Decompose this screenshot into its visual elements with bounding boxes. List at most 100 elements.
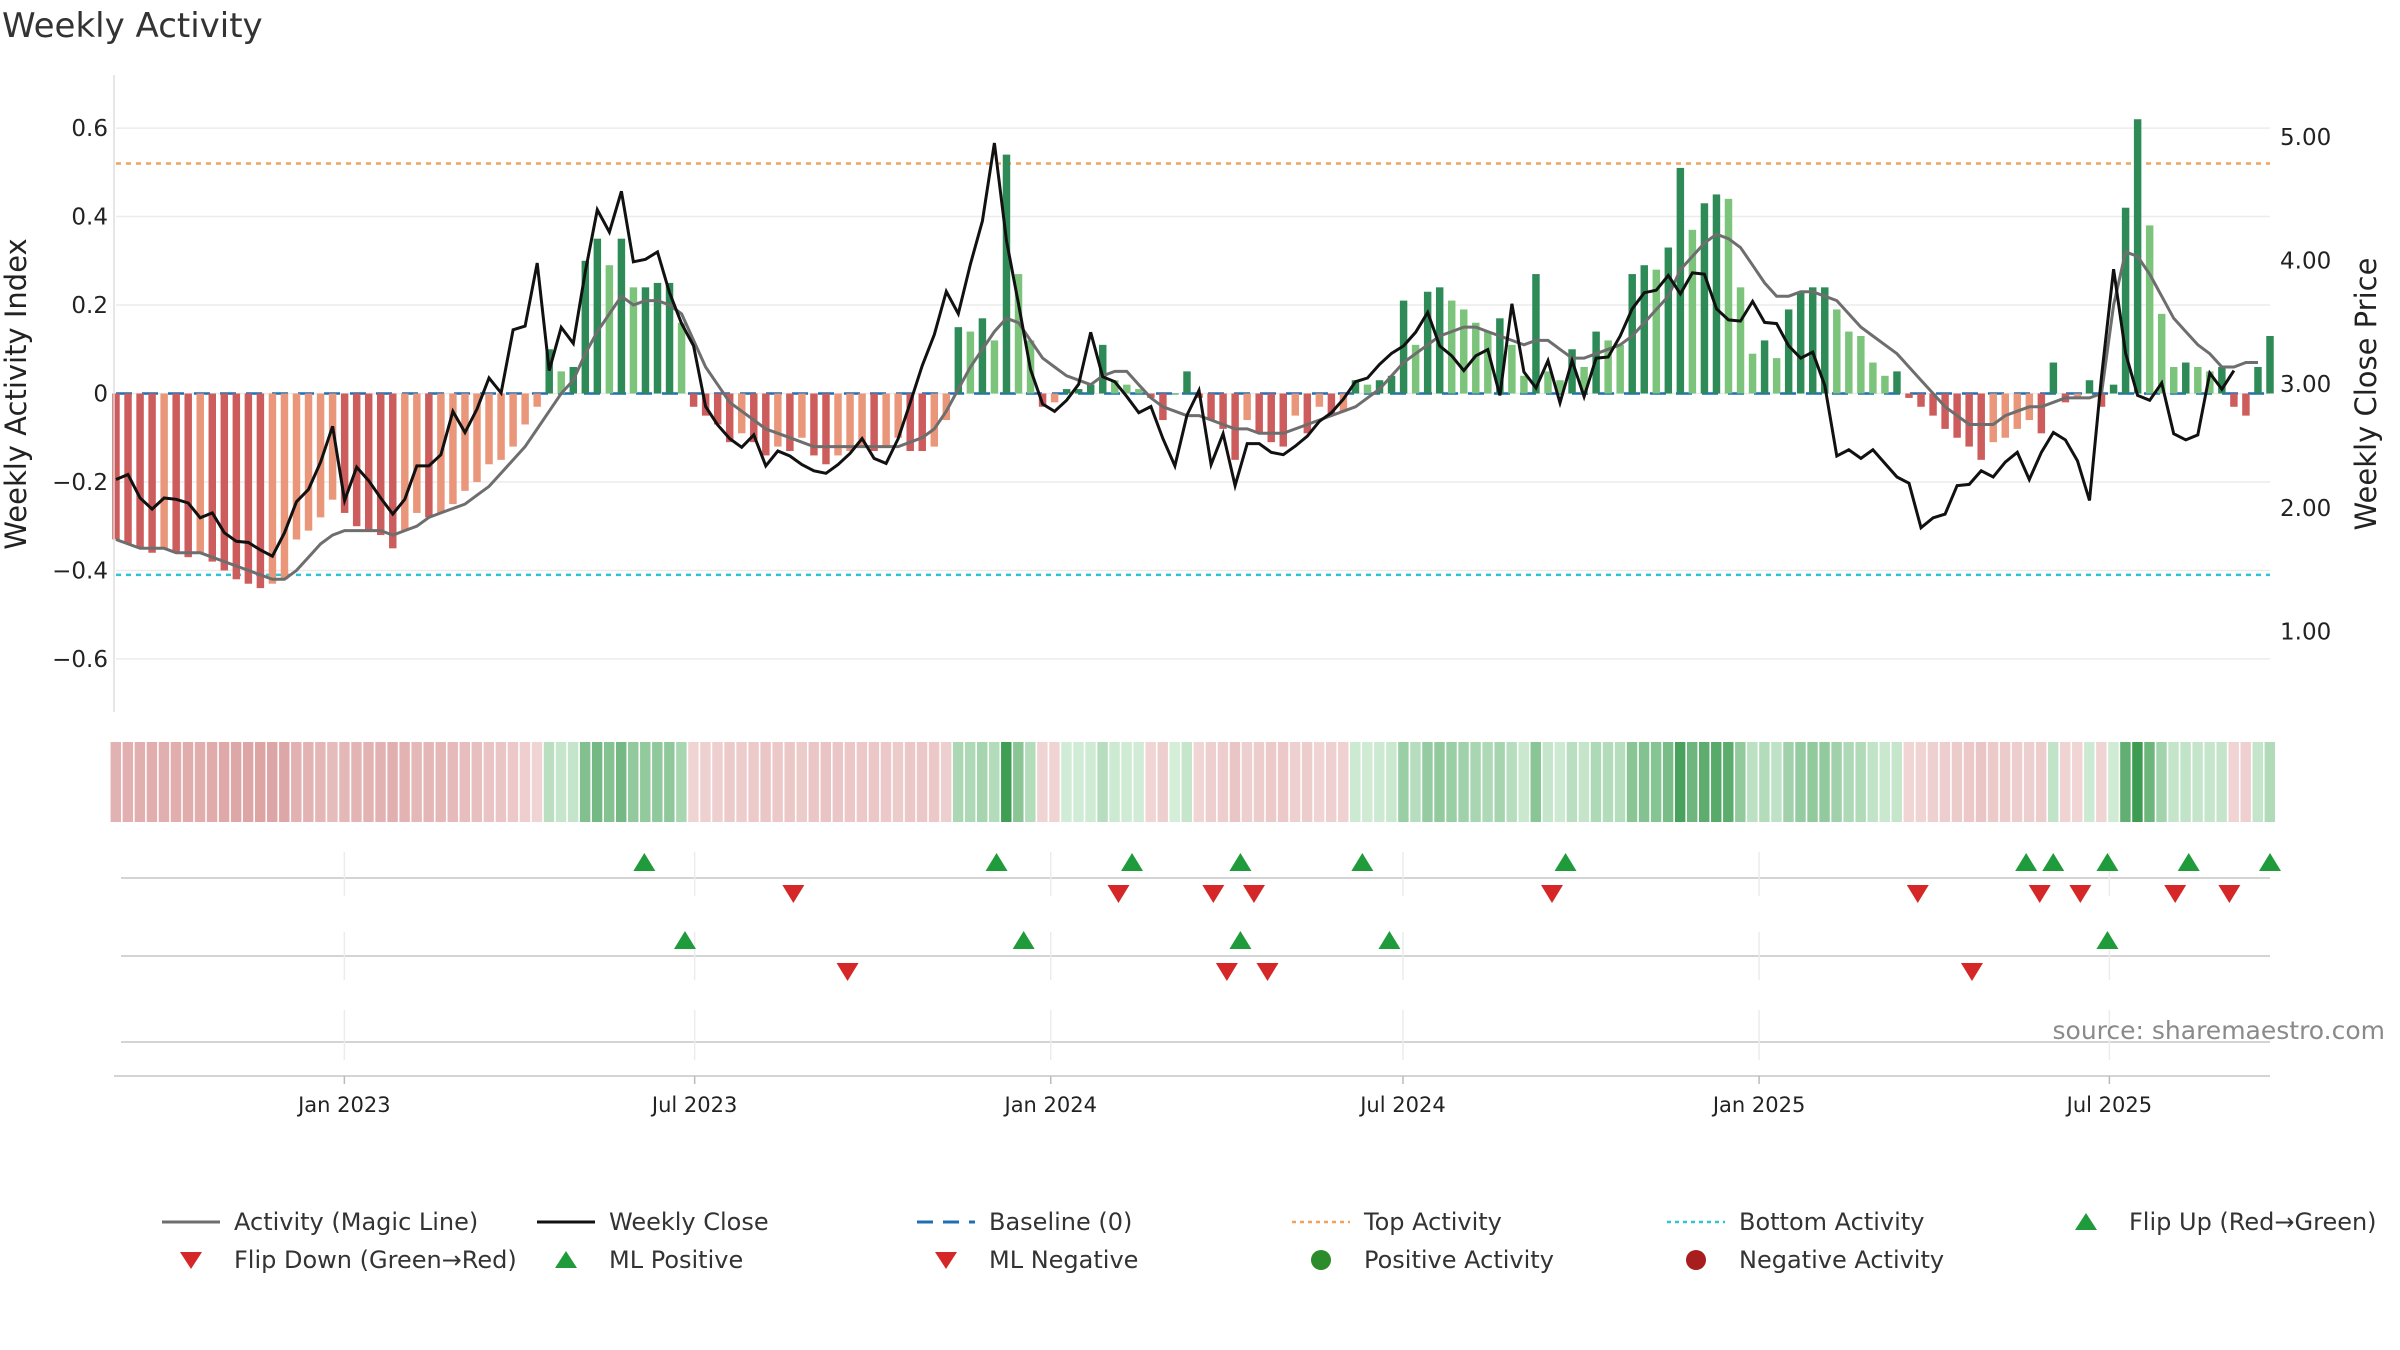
y2-tick-label: 3.00 bbox=[2280, 372, 2331, 398]
flip-down-marker bbox=[1107, 885, 1130, 903]
activity-bar bbox=[1676, 167, 1685, 394]
heat-cell bbox=[2084, 742, 2095, 822]
y2-tick-label: 4.00 bbox=[2280, 249, 2331, 275]
date-tick-label: Jul 2025 bbox=[2065, 1093, 2152, 1117]
heat-cell bbox=[315, 742, 326, 822]
heat-cell bbox=[363, 742, 374, 822]
heat-cell bbox=[772, 742, 783, 822]
heat-cell bbox=[279, 742, 290, 822]
heat-cell bbox=[327, 742, 338, 822]
heat-cell bbox=[820, 742, 831, 822]
activity-bar bbox=[978, 318, 987, 394]
activity-bar bbox=[738, 393, 746, 434]
heat-cell bbox=[1759, 742, 1770, 822]
activity-bar bbox=[1616, 344, 1624, 394]
legend-label: Weekly Close bbox=[609, 1208, 769, 1236]
heat-cell bbox=[1626, 742, 1638, 822]
activity-bar bbox=[894, 393, 902, 438]
heat-cell bbox=[1638, 742, 1650, 822]
activity-bar bbox=[220, 393, 229, 571]
activity-bar bbox=[1821, 287, 1829, 394]
activity-bar bbox=[1074, 389, 1083, 394]
activity-bar bbox=[641, 287, 650, 394]
activity-bar bbox=[2242, 393, 2250, 416]
flip-down-marker bbox=[1906, 885, 1929, 903]
activity-bar bbox=[1351, 380, 1360, 394]
activity-bar bbox=[2266, 335, 2274, 394]
legend-label: Top Activity bbox=[1364, 1208, 1502, 1236]
heat-cell bbox=[2035, 742, 2047, 822]
activity-bar bbox=[1496, 318, 1504, 394]
ml-positive-marker bbox=[1012, 931, 1035, 949]
triangle-down-icon bbox=[935, 1252, 957, 1269]
ml-negative-marker bbox=[1256, 963, 1279, 981]
activity-bar bbox=[1556, 380, 1564, 394]
activity-bar bbox=[1387, 375, 1396, 394]
y-tick-label: −0.6 bbox=[52, 647, 108, 673]
activity-bar bbox=[1267, 393, 1275, 443]
heat-cell bbox=[1686, 742, 1698, 822]
heat-cell bbox=[1915, 742, 1927, 822]
y2-tick-label: 1.00 bbox=[2280, 620, 2331, 646]
heat-cell bbox=[952, 742, 964, 822]
heat-cell bbox=[1795, 742, 1806, 822]
activity-bar bbox=[2097, 393, 2106, 407]
activity-bar bbox=[2254, 366, 2262, 394]
activity-bar bbox=[1303, 393, 1312, 434]
legend-item: ML Negative bbox=[915, 1246, 1138, 1274]
activity-bar bbox=[413, 393, 421, 513]
heat-cell bbox=[1205, 742, 1217, 822]
heat-cell bbox=[423, 742, 434, 822]
heat-cell bbox=[2192, 742, 2203, 822]
heat-cell bbox=[2264, 742, 2276, 822]
heat-cell bbox=[1241, 742, 1253, 822]
legend: Activity (Magic Line) Weekly Close Baselin… bbox=[160, 1208, 2400, 1288]
activity-bar bbox=[870, 393, 878, 452]
activity-bar bbox=[1002, 154, 1011, 394]
activity-bar bbox=[1724, 198, 1733, 394]
activity-bar bbox=[689, 393, 698, 407]
date-tick-label: Jul 2023 bbox=[650, 1093, 737, 1117]
heat-cell bbox=[2168, 742, 2179, 822]
legend-item: Flip Up (Red→Green) bbox=[2055, 1208, 2377, 1236]
legend-item: ML Positive bbox=[535, 1246, 743, 1274]
activity-bar bbox=[774, 393, 782, 447]
heat-cell bbox=[1783, 742, 1794, 822]
activity-bar bbox=[822, 393, 830, 465]
activity-bar bbox=[377, 393, 385, 536]
ml-positive-marker bbox=[673, 931, 696, 949]
heat-cell bbox=[1939, 742, 1951, 822]
heat-cell bbox=[989, 742, 1000, 822]
activity-bar bbox=[557, 371, 565, 394]
activity-bar bbox=[1327, 393, 1336, 416]
ml-positive-marker bbox=[1229, 931, 1252, 949]
activity-bar bbox=[1748, 353, 1757, 394]
ml-positive-marker bbox=[2096, 931, 2119, 949]
heat-cell bbox=[194, 742, 206, 822]
activity-bar bbox=[1833, 309, 1841, 394]
heat-cell bbox=[1674, 742, 1686, 822]
activity-bar bbox=[401, 393, 409, 531]
heat-cell bbox=[652, 742, 663, 822]
activity-bar bbox=[1339, 393, 1348, 412]
heat-cell bbox=[1398, 742, 1409, 822]
activity-bar bbox=[2230, 393, 2238, 407]
flip-down-marker bbox=[1541, 885, 1563, 903]
activity-bar bbox=[1881, 375, 1889, 394]
activity-bar bbox=[798, 393, 806, 438]
flip-up-marker bbox=[2042, 853, 2065, 871]
legend-label: Negative Activity bbox=[1739, 1246, 1945, 1274]
activity-bar bbox=[160, 393, 168, 549]
heat-cell bbox=[254, 742, 266, 822]
heat-cell bbox=[1566, 742, 1578, 822]
activity-bar bbox=[593, 238, 602, 394]
heat-cell bbox=[543, 742, 555, 822]
heat-cell bbox=[1506, 742, 1517, 822]
heat-cell bbox=[1073, 742, 1084, 822]
heat-cell bbox=[411, 742, 422, 822]
heat-cell bbox=[832, 742, 844, 822]
heat-cell bbox=[399, 742, 410, 822]
heat-cell bbox=[206, 742, 218, 822]
activity-bar bbox=[1893, 371, 1901, 394]
heat-cell bbox=[1843, 742, 1854, 822]
